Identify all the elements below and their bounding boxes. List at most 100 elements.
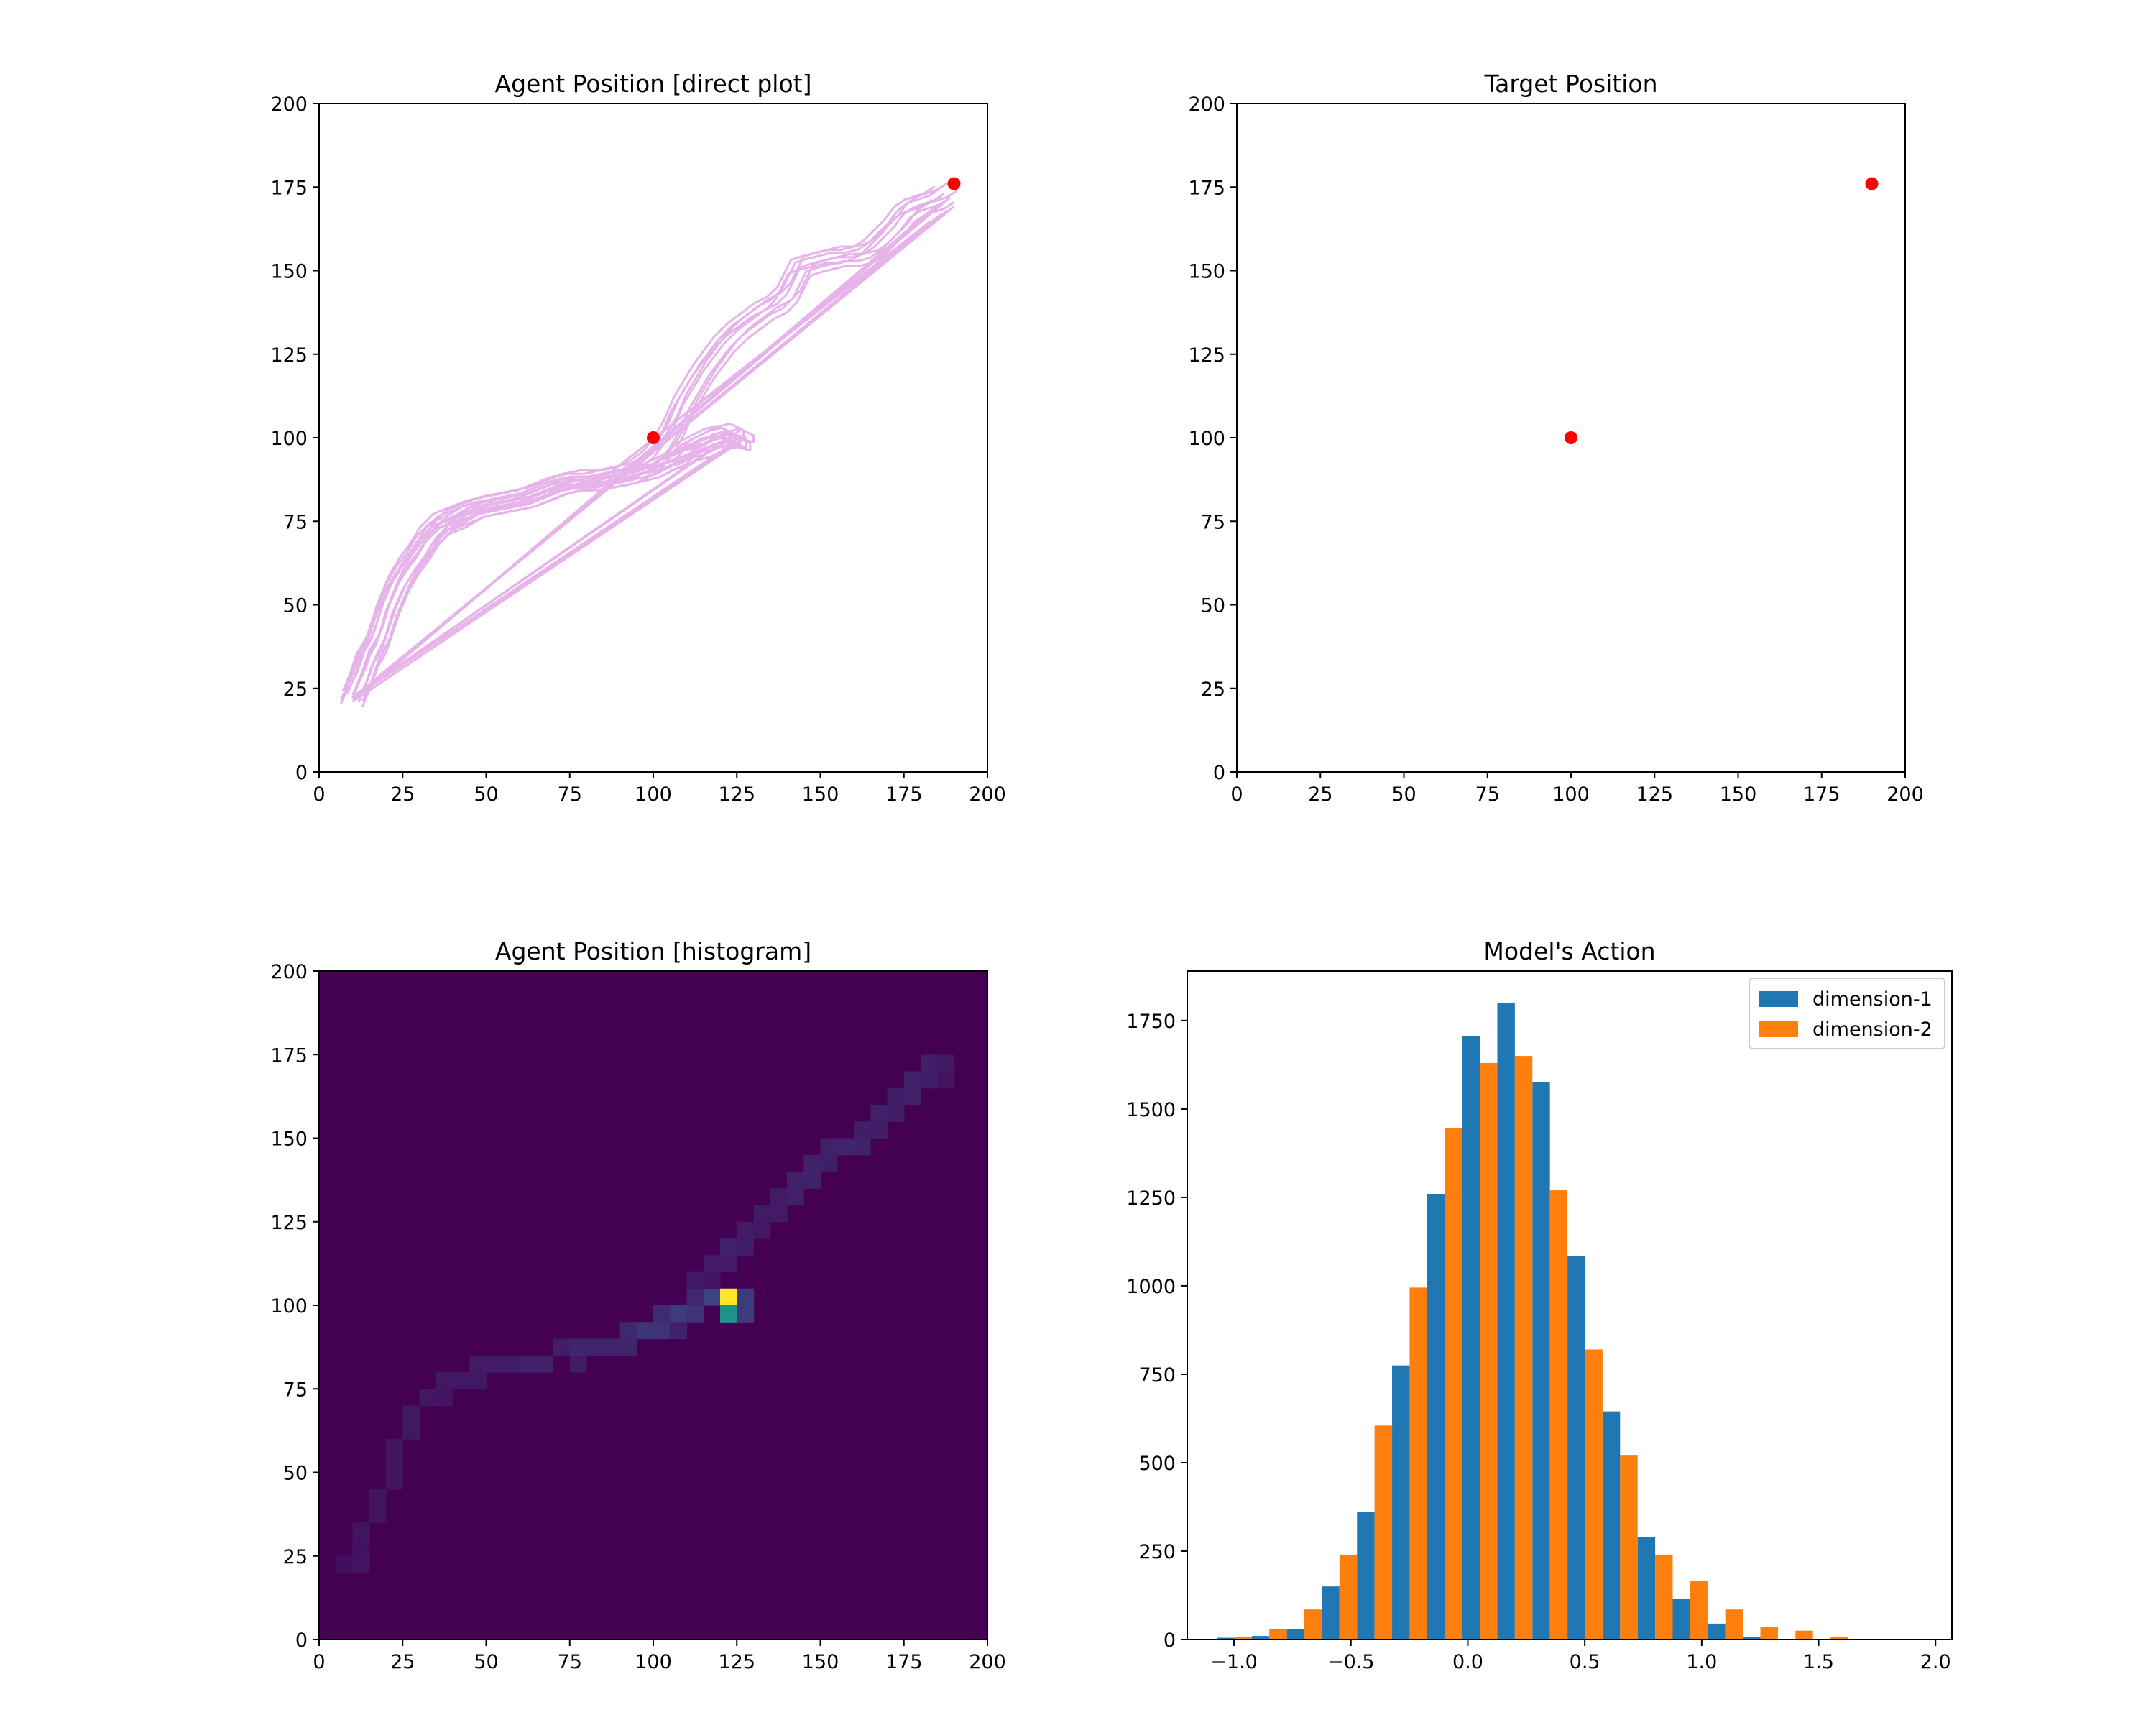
heatmap-cell [653, 1305, 671, 1322]
chart-title: Model's Action [1483, 937, 1655, 965]
chart-title: Agent Position [direct plot] [495, 70, 812, 98]
y-tick-label: 50 [283, 595, 308, 617]
heatmap-cell [586, 1338, 604, 1356]
y-tick-label: 250 [1138, 1541, 1176, 1563]
target-marker [947, 177, 961, 190]
heatmap-cell [803, 1172, 821, 1189]
x-tick-label: 50 [1391, 783, 1416, 806]
histogram-bar [1708, 1623, 1726, 1639]
heatmap-cell [887, 1105, 905, 1122]
y-tick-label: 150 [1188, 261, 1225, 283]
x-tick-label: 200 [969, 1651, 1006, 1673]
x-tick-label: 150 [802, 783, 839, 806]
histogram-bar [1497, 1003, 1515, 1639]
model-action-histogram-panel: dimension-1 dimension-2 −1.0 −0.5 0.0 0.5 1.0 1… [1126, 937, 1953, 1673]
heatmap-cell [903, 1087, 921, 1105]
heatmap-cell [887, 1087, 905, 1105]
x-tick-label: 25 [1308, 783, 1332, 806]
heatmap-cell [386, 1455, 403, 1473]
heatmap-cell [686, 1271, 704, 1289]
heatmap-cell [737, 1305, 755, 1322]
agent-position-direct-plot-panel: 0 25 50 75 100 125 150 175 200 0 25 50 75 100 125 150 17… [270, 70, 1005, 806]
x-tick-label: 0 [313, 1651, 325, 1673]
histogram-bar [1251, 1636, 1270, 1639]
histogram-bar [1514, 1056, 1533, 1639]
histogram-bar [1357, 1512, 1375, 1639]
y-tick-label: 75 [283, 1379, 308, 1401]
y-tick-label: 25 [283, 678, 308, 701]
x-tick-label: 25 [390, 1651, 415, 1673]
heatmap-cell [469, 1372, 487, 1389]
heatmap-cell [770, 1188, 788, 1206]
x-tick-label: 200 [1886, 783, 1924, 806]
legend-label: dimension-1 [1812, 988, 1932, 1011]
target-marker [647, 431, 660, 444]
heatmap-cell [703, 1255, 721, 1273]
x-tick-label: 50 [474, 1651, 498, 1673]
trajectory-return-line [355, 437, 728, 696]
x-tick-label: 175 [1803, 783, 1841, 806]
target-position-panel: 0 25 50 75 100 125 150 175 200 0 25 50 75 100 125 150 17… [1188, 70, 1923, 806]
trajectory-return-line [351, 451, 721, 699]
heatmap-cell [386, 1439, 403, 1456]
histogram-bar [1585, 1349, 1603, 1639]
histogram-bar [1760, 1627, 1778, 1639]
x-tick-label: 0.0 [1452, 1651, 1483, 1673]
heatmap-cell [619, 1322, 637, 1340]
y-tick-label: 150 [270, 1128, 308, 1151]
y-tick-label: 50 [1201, 595, 1225, 617]
heatmap-cell [569, 1355, 587, 1373]
histogram-bar [1427, 1194, 1445, 1639]
heatmap-cell [336, 1555, 354, 1573]
y-tick-label: 150 [270, 261, 308, 283]
heatmap-cell [737, 1288, 755, 1306]
x-tick-label: 175 [885, 783, 923, 806]
trajectory-line [357, 433, 747, 699]
trajectory-line [342, 185, 936, 692]
plot-area [339, 182, 958, 707]
x-tick-label: 150 [1720, 783, 1757, 806]
y-tick-label: 175 [1188, 177, 1225, 199]
heatmap-cell [369, 1489, 387, 1506]
histogram-bar [1567, 1256, 1585, 1639]
trajectory-return-line [351, 443, 734, 703]
heatmap-cell [653, 1322, 671, 1340]
heatmap-cell [703, 1288, 721, 1306]
histogram-bar [1480, 1062, 1498, 1639]
heatmap-cell [619, 1338, 637, 1356]
plot-area [319, 971, 987, 1639]
y-tick-label: 0 [1164, 1629, 1176, 1652]
heatmap-cell [820, 1154, 838, 1172]
heatmap-cell [670, 1322, 688, 1340]
heatmap-cell [686, 1288, 704, 1306]
heatmap-cell [820, 1138, 838, 1156]
y-tick-label: 100 [270, 428, 308, 450]
x-tick-label: 50 [474, 783, 498, 806]
heatmap-cell [402, 1422, 420, 1440]
x-tick-label: 1.0 [1686, 1651, 1717, 1673]
heatmap-cell [553, 1338, 571, 1356]
heatmap-cell [737, 1238, 755, 1256]
target-point [1865, 177, 1879, 190]
plot-area [1216, 1003, 1901, 1639]
trajectory-line [342, 424, 732, 691]
x-tick-label: −0.5 [1327, 1651, 1375, 1673]
histogram-bar [1339, 1554, 1358, 1639]
y-tick-label: 750 [1138, 1364, 1176, 1386]
agent-position-histogram-panel: 0 25 50 75 100 125 150 175 200 0 25 50 75 100 125 150 17… [270, 937, 1005, 1673]
heatmap-cell [670, 1305, 688, 1322]
histogram-bar [1743, 1637, 1761, 1639]
heatmap-cell [502, 1355, 520, 1373]
y-tick-label: 1000 [1126, 1276, 1176, 1298]
histogram-bar [1392, 1365, 1410, 1639]
heatmap-cell [937, 1054, 955, 1072]
histogram-bar [1304, 1609, 1322, 1639]
heatmap-cell [352, 1539, 370, 1557]
heatmap-cell [870, 1105, 888, 1122]
histogram-bar [1374, 1425, 1393, 1639]
histogram-bar [1462, 1036, 1480, 1639]
y-tick-label: 175 [270, 1044, 308, 1067]
chart-title: Agent Position [histogram] [495, 937, 811, 965]
heatmap-cell [753, 1205, 771, 1223]
